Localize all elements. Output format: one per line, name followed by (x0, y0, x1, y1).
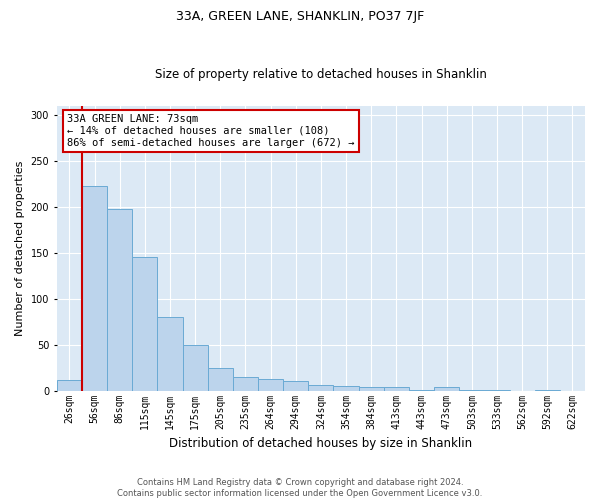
Text: Contains HM Land Registry data © Crown copyright and database right 2024.
Contai: Contains HM Land Registry data © Crown c… (118, 478, 482, 498)
Bar (107, 208, 132, 390)
Y-axis label: Number of detached properties: Number of detached properties (15, 160, 25, 336)
Bar (334, 386, 359, 390)
Bar (434, 387, 459, 390)
Title: Size of property relative to detached houses in Shanklin: Size of property relative to detached ho… (155, 68, 487, 81)
Bar (359, 387, 384, 390)
Bar (233, 377, 258, 390)
Bar (283, 382, 308, 390)
Bar (157, 317, 182, 390)
Bar (132, 258, 157, 390)
Bar (308, 385, 334, 390)
Bar (208, 368, 233, 390)
Bar (57, 380, 82, 390)
X-axis label: Distribution of detached houses by size in Shanklin: Distribution of detached houses by size … (169, 437, 472, 450)
Bar (182, 344, 208, 391)
Bar (258, 378, 283, 390)
Bar (384, 387, 409, 390)
Bar (82, 186, 107, 390)
Text: 33A GREEN LANE: 73sqm
← 14% of detached houses are smaller (108)
86% of semi-det: 33A GREEN LANE: 73sqm ← 14% of detached … (67, 114, 355, 148)
Text: 33A, GREEN LANE, SHANKLIN, PO37 7JF: 33A, GREEN LANE, SHANKLIN, PO37 7JF (176, 10, 424, 23)
